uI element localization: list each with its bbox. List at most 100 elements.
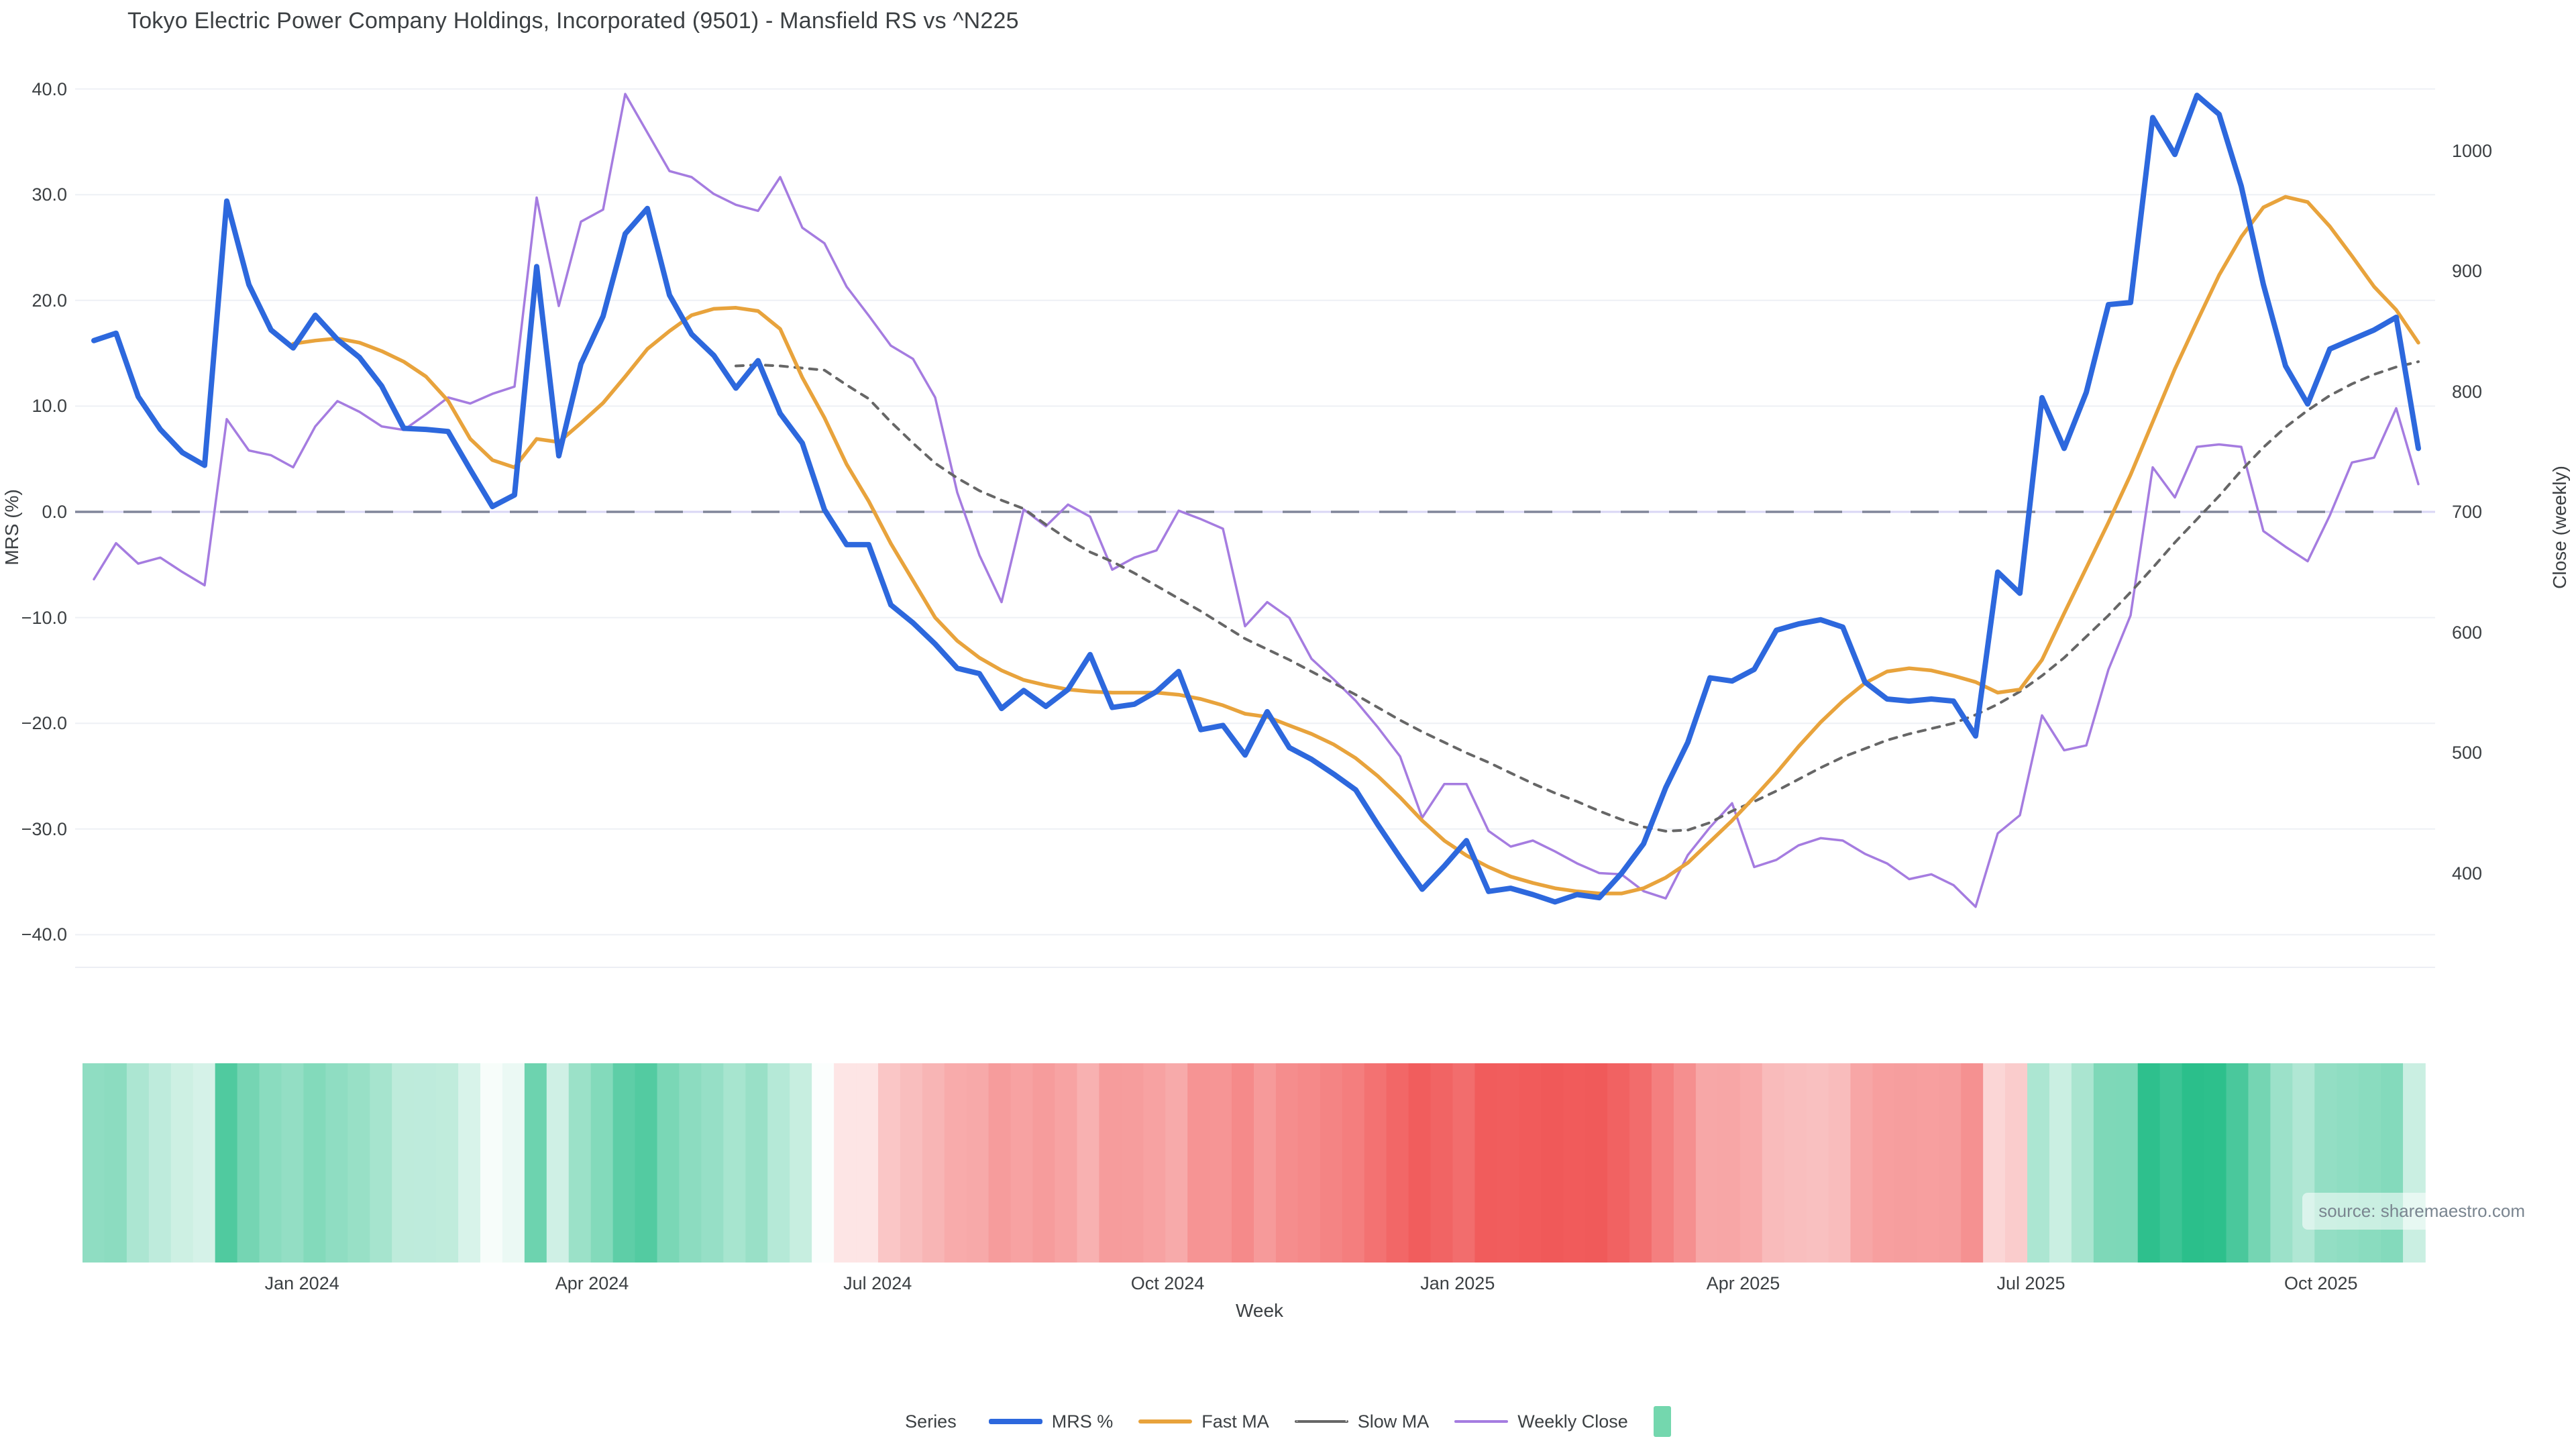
heatmap-cell (745, 1063, 769, 1263)
heatmap-cell (635, 1063, 658, 1263)
heatmap-cell (458, 1063, 481, 1263)
heatmap-cell (83, 1063, 105, 1263)
heatmap-cell (1275, 1063, 1299, 1263)
heatmap-cell (2359, 1063, 2381, 1263)
legend-item-label: Slow MA (1357, 1411, 1430, 1432)
chart-title: Tokyo Electric Power Company Holdings, I… (127, 8, 1019, 34)
heatmap-cell (790, 1063, 812, 1263)
legend-item-heatmap (1653, 1406, 1671, 1437)
heatmap-cell (1585, 1063, 1608, 1263)
heatmap-cell (2204, 1063, 2227, 1263)
heatmap-cell (723, 1063, 747, 1263)
y-tick-left: −20.0 (21, 713, 67, 734)
legend-item-label: MRS % (1051, 1411, 1114, 1432)
heatmap-cell (2381, 1063, 2404, 1263)
heatmap-cell (1717, 1063, 1741, 1263)
heatmap-cell (1629, 1063, 1652, 1263)
heatmap-cell (237, 1063, 260, 1263)
heatmap-cell (480, 1063, 503, 1263)
heatmap-cell (1474, 1063, 1498, 1263)
heatmap-cell (1342, 1063, 1365, 1263)
y-tick-right: 500 (2452, 743, 2483, 763)
legend-series-label: Series (905, 1411, 957, 1432)
heatmap-cell (193, 1063, 216, 1263)
heatmap-cell (2093, 1063, 2116, 1263)
series-slow-ma (735, 360, 2420, 833)
heatmap-cell (1452, 1063, 1476, 1263)
heatmap-cell (701, 1063, 724, 1263)
heatmap-cell (1872, 1063, 1896, 1263)
heatmap-cell (1010, 1063, 1034, 1263)
left-axis-title: MRS (%) (1, 489, 22, 566)
heatmap-cell (2049, 1063, 2072, 1263)
legend-item-weekly-close: Weekly Close (1454, 1411, 1628, 1432)
heatmap-cell (922, 1063, 945, 1263)
y-tick-left: 10.0 (32, 396, 67, 417)
legend-item-label: Fast MA (1201, 1411, 1269, 1432)
heatmap-cell (1917, 1063, 1940, 1263)
heatmap-cell (1806, 1063, 1829, 1263)
heatmap-cell (414, 1063, 437, 1263)
y-tick-right: 800 (2452, 381, 2483, 402)
heatmap-cell (2137, 1063, 2161, 1263)
series-mrs- (91, 93, 2421, 905)
heatmap-cell (657, 1063, 680, 1263)
heatmap-cell (900, 1063, 923, 1263)
legend-item-slow-ma: Slow MA (1294, 1411, 1430, 1432)
heatmap-cell (856, 1063, 879, 1263)
legend-heatmap-swatch (1653, 1406, 1671, 1437)
heatmap-cell (1187, 1063, 1210, 1263)
legend: Series MRS % Fast MA Slow MA Weekly Close (0, 1406, 2576, 1437)
heatmap-cell (834, 1063, 857, 1263)
x-tick: Apr 2024 (555, 1273, 629, 1293)
x-tick: Jul 2025 (1996, 1273, 2065, 1293)
legend-line-sample (1294, 1420, 1348, 1423)
heatmap-cell (215, 1063, 238, 1263)
heatmap-cell (1364, 1063, 1387, 1263)
heatmap-cell (1055, 1063, 1078, 1263)
heatmap-cell (126, 1063, 150, 1263)
x-tick: Jan 2025 (1420, 1273, 1495, 1293)
y-tick-left: 40.0 (32, 78, 67, 99)
heatmap-cell (347, 1063, 371, 1263)
heatmap-cell (2248, 1063, 2271, 1263)
heatmap-cell (1541, 1063, 1564, 1263)
y-tick-left: −30.0 (21, 818, 67, 839)
legend-item-fast-ma: Fast MA (1138, 1411, 1269, 1432)
heatmap-cell (2292, 1063, 2316, 1263)
heatmap-cell (1032, 1063, 1056, 1263)
heatmap-cell (1607, 1063, 1630, 1263)
heatmap-cell (2226, 1063, 2249, 1263)
heatmap-cell (281, 1063, 305, 1263)
heatmap-cell (2314, 1063, 2338, 1263)
heatmap-cell (370, 1063, 393, 1263)
y-tick-right: 900 (2452, 261, 2483, 281)
heatmap-cell (303, 1063, 327, 1263)
x-tick: Jan 2024 (264, 1273, 339, 1293)
y-tick-left: −40.0 (21, 924, 67, 945)
legend-line-sample (988, 1419, 1042, 1424)
legend-line-sample (1454, 1420, 1509, 1423)
heatmap-cell (2403, 1063, 2426, 1263)
heatmap-cell (1651, 1063, 1674, 1263)
y-tick-right: 700 (2452, 502, 2483, 522)
heatmap-cell (2027, 1063, 2050, 1263)
heatmap-cell (1784, 1063, 1807, 1263)
heatmap-cell (392, 1063, 415, 1263)
y-tick-right: 1000 (2452, 140, 2493, 161)
heatmap-cell (1232, 1063, 1254, 1263)
heatmap-cell (1254, 1063, 1277, 1263)
legend-item-label: Weekly Close (1517, 1411, 1628, 1432)
heatmap-cell (568, 1063, 592, 1263)
heatmap-cell (767, 1063, 790, 1263)
heatmap-cell (590, 1063, 614, 1263)
x-axis-title: Week (1235, 1300, 1284, 1321)
heatmap-cell (1961, 1063, 1984, 1263)
heatmap-cell (2337, 1063, 2359, 1263)
right-axis-title: Close (weekly) (2549, 466, 2570, 589)
heatmap-cell (1121, 1063, 1144, 1263)
heatmap-cell (2071, 1063, 2094, 1263)
y-tick-right: 600 (2452, 622, 2483, 643)
